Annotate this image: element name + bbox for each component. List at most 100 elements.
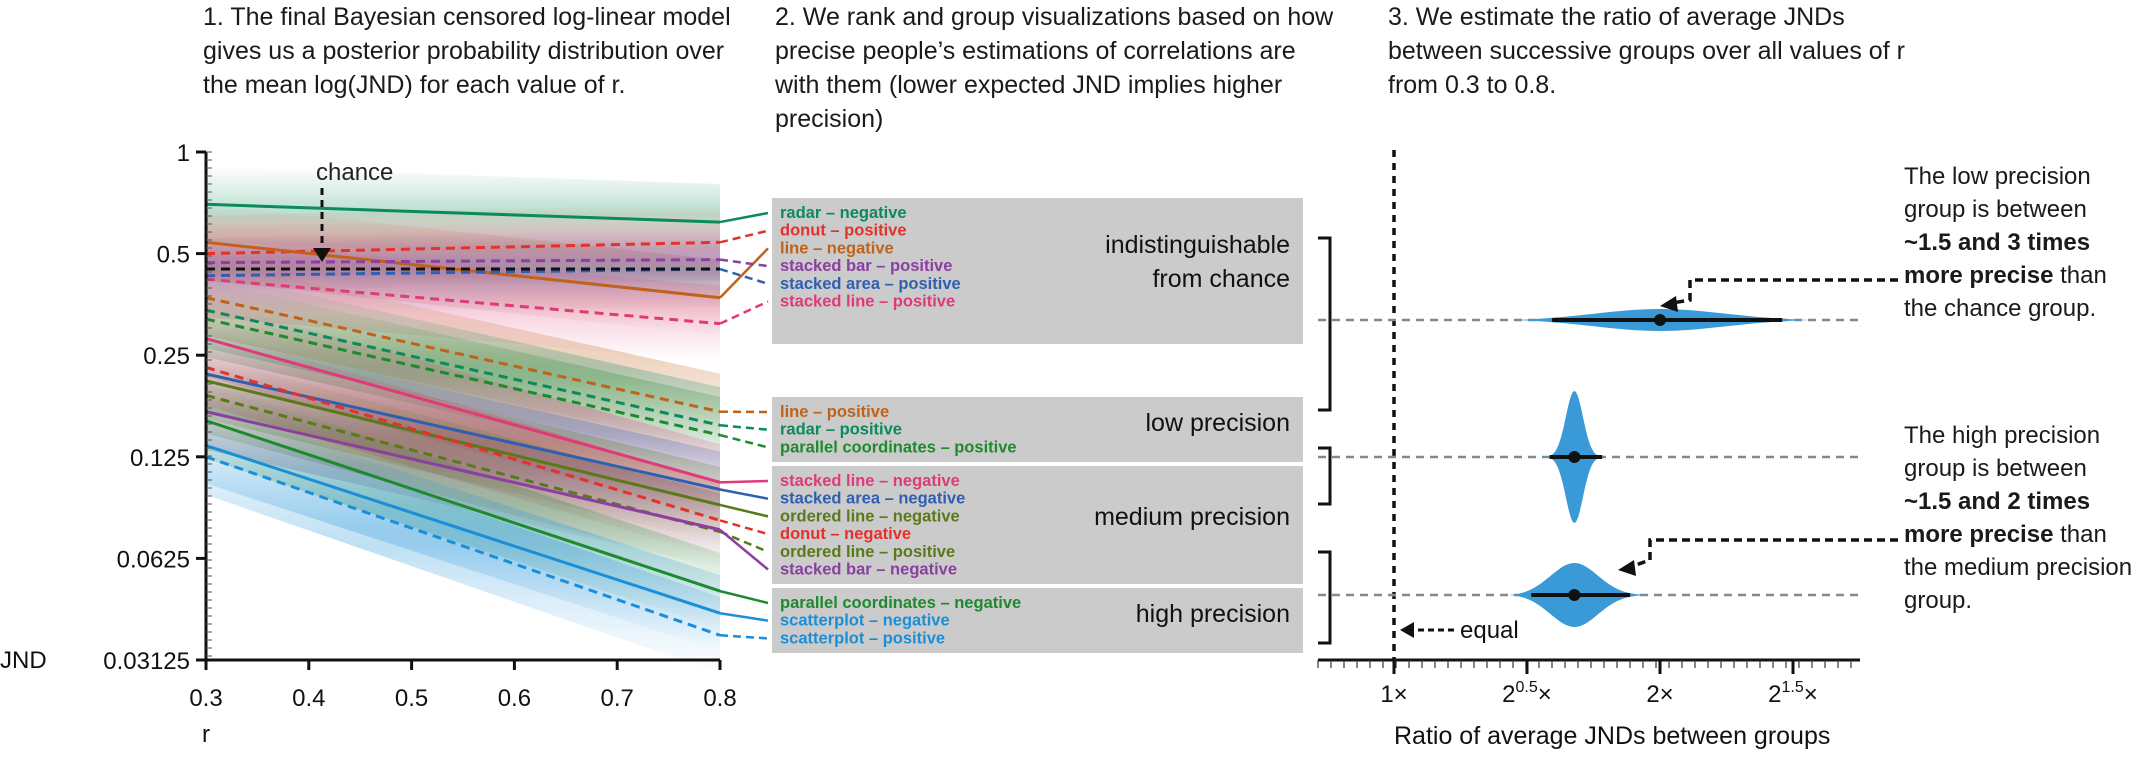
chance-label: chance: [316, 159, 393, 186]
equal-label: equal: [1460, 617, 1519, 644]
series-line: [205, 317, 721, 437]
legend-item-label: parallel coordinates – positive: [780, 438, 1017, 456]
series-line: [205, 337, 721, 484]
group-bracket: [1318, 446, 1332, 506]
group-box: [772, 466, 1303, 584]
legend-connector: [719, 589, 769, 605]
group-label: high precision: [1136, 600, 1290, 628]
legend-item-label: stacked area – negative: [780, 490, 965, 508]
series-line: [205, 240, 721, 256]
violin-x-tick-label: 21.5×: [1768, 679, 1818, 708]
legend-connector: [719, 300, 769, 325]
x-tick-label: 0.3: [189, 685, 222, 712]
x-tick-label: 0.4: [292, 685, 325, 712]
high-precision-note: The high precision group is between ~1.5…: [1904, 419, 2136, 617]
legend-item-label: ordered line – positive: [780, 543, 955, 561]
note-arrowhead: [1618, 560, 1636, 576]
series-line: [205, 419, 721, 593]
legend-connector: [719, 267, 769, 285]
legend-item-label: stacked line – positive: [780, 293, 955, 311]
step3-caption: 3. We estimate the ratio of average JNDs…: [1388, 3, 1905, 99]
series-line: [205, 277, 721, 326]
legend-connector: [719, 479, 769, 484]
series-line: [205, 444, 721, 615]
y-tick-label: 1: [177, 140, 190, 167]
legend-connector: [719, 503, 769, 518]
series-line: [205, 308, 721, 427]
legend-item-label: stacked line – negative: [780, 472, 960, 490]
y-tick-label: 0.03125: [103, 648, 190, 675]
note-arrowhead: [1660, 296, 1678, 312]
y-axis-label: JND: [0, 647, 47, 674]
legend-item-label: radar – negative: [780, 204, 907, 222]
legend-connector: [719, 247, 769, 299]
y-tick-label: 0.0625: [117, 546, 190, 573]
violin-median-point: [1568, 589, 1581, 601]
legend-item-label: scatterplot – negative: [780, 612, 950, 630]
legend-connector: [719, 519, 769, 536]
legend-item-label: stacked bar – negative: [780, 561, 957, 579]
series-line: [205, 455, 721, 637]
legend-connector: [719, 229, 769, 244]
legend-item-label: ordered line – negative: [780, 507, 960, 525]
group-label: indistinguishable: [1105, 231, 1290, 259]
note-text: The high precision group is between: [1904, 422, 2101, 482]
legend-connector: [719, 424, 769, 431]
violin-x-tick-label: 20.5×: [1502, 679, 1552, 708]
group-label: medium precision: [1094, 503, 1290, 531]
group-box: [772, 588, 1303, 653]
legend-connector: [719, 488, 769, 500]
step2-caption: 2. We rank and group visualizations base…: [775, 3, 1334, 133]
x-tick-label: 0.5: [395, 685, 428, 712]
legend-item-label: donut – negative: [780, 525, 911, 543]
legend-connector: [719, 258, 769, 268]
violin-x-axis-label: Ratio of average JNDs between groups: [1394, 722, 1830, 750]
series-line: [205, 410, 721, 532]
series-line: [205, 258, 721, 265]
legend-connector: [719, 633, 769, 640]
violin-x-tick-label: 1×: [1380, 681, 1407, 708]
note-arrow: [1671, 278, 1898, 305]
legend-item-label: stacked area – positive: [780, 275, 961, 293]
group-label: low precision: [1145, 409, 1290, 437]
legend-item-label: scatterplot – positive: [780, 629, 945, 647]
note-text: The low precision group is between: [1904, 163, 2091, 223]
violin-median-point: [1568, 451, 1581, 463]
x-tick-label: 0.8: [703, 685, 736, 712]
group-bracket: [1318, 236, 1332, 412]
x-axis-label: r: [202, 721, 210, 748]
violin-median-point: [1654, 314, 1666, 326]
legend-connector: [719, 211, 769, 224]
legend-item-label: line – positive: [780, 403, 889, 421]
series-line: [205, 379, 721, 507]
group-box: [772, 397, 1303, 462]
legend-connector: [719, 433, 769, 449]
series-line: [205, 296, 721, 414]
legend-connector: [719, 530, 769, 553]
low-precision-note: The low precision group is between ~1.5 …: [1904, 160, 2136, 325]
group-bracket: [1318, 550, 1332, 645]
y-tick-label: 0.125: [130, 445, 190, 472]
note-text: than the chance group.: [1904, 262, 2107, 322]
step1-caption: 1. The final Bayesian censored log-linea…: [203, 3, 731, 99]
group-box: [772, 198, 1303, 344]
violin-x-tick-label: 2×: [1646, 681, 1673, 708]
series-line: [205, 202, 721, 224]
legend-item-label: parallel coordinates – negative: [780, 594, 1021, 612]
note-bold: ~1.5 and 3 times more precise: [1904, 229, 2091, 289]
group-label: from chance: [1152, 265, 1290, 293]
note-text: than the medium precision group.: [1904, 521, 2133, 614]
legend-item-label: line – negative: [780, 239, 894, 257]
chance-arrowhead: [313, 248, 331, 262]
posterior-bands: [206, 166, 720, 674]
equal-arrowhead: [1400, 622, 1414, 638]
x-tick-label: 0.7: [601, 685, 634, 712]
legend-item-label: radar – positive: [780, 421, 902, 439]
note-bold: ~1.5 and 2 times more precise: [1904, 488, 2091, 548]
series-line: [205, 372, 721, 491]
legend-item-label: stacked bar – positive: [780, 257, 952, 275]
legend-connector: [719, 611, 769, 622]
y-tick-label: 0.25: [143, 343, 190, 370]
y-tick-label: 0.5: [157, 242, 190, 269]
